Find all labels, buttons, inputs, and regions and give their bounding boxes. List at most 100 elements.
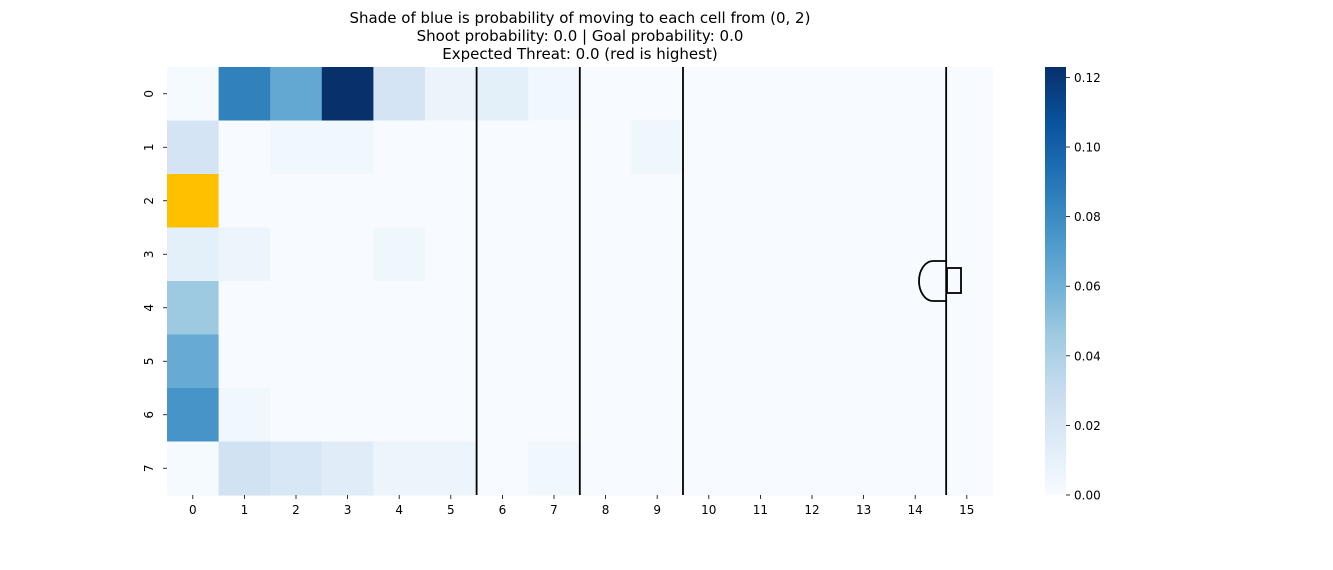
heatmap-cell-5-1 bbox=[218, 334, 271, 389]
heatmap-cell-5-6 bbox=[476, 334, 529, 389]
heatmap-cell-3-10 bbox=[683, 227, 736, 282]
x-tick-label-1: 1 bbox=[241, 503, 249, 517]
x-tick-label-11: 11 bbox=[753, 503, 768, 517]
heatmap-cell-6-11 bbox=[734, 388, 787, 443]
x-tick-label-3: 3 bbox=[344, 503, 352, 517]
heatmap-cell-2-4 bbox=[373, 174, 426, 229]
heatmap-cell-3-13 bbox=[837, 227, 890, 282]
heatmap-cell-1-0 bbox=[167, 120, 220, 175]
heatmap-cell-2-9 bbox=[631, 174, 684, 229]
colorbar-ticks: 0.00 0.02 0.04 0.06 0.08 0.10 0.12 bbox=[1066, 71, 1101, 503]
heatmap-cell-5-0 bbox=[167, 334, 220, 389]
heatmap-cell-2-5 bbox=[425, 174, 478, 229]
heatmap-cell-7-13 bbox=[837, 441, 890, 496]
heatmap-cell-6-9 bbox=[631, 388, 684, 443]
heatmap-cell-5-13 bbox=[837, 334, 890, 389]
heatmap-cell-7-1 bbox=[218, 441, 271, 496]
heatmap-cell-5-15 bbox=[941, 334, 994, 389]
x-tick-label-0: 0 bbox=[189, 503, 197, 517]
heatmap-cell-3-8 bbox=[579, 227, 632, 282]
heatmap-cell-3-1 bbox=[218, 227, 271, 282]
heatmap-cell-0-5 bbox=[425, 67, 478, 122]
x-tick-label-5: 5 bbox=[447, 503, 455, 517]
heatmap-cell-3-9 bbox=[631, 227, 684, 282]
heatmap-cell-1-4 bbox=[373, 120, 426, 175]
heatmap-cell-7-12 bbox=[786, 441, 839, 496]
heatmap-cell-5-14 bbox=[889, 334, 942, 389]
heatmap-cell-4-14 bbox=[889, 281, 942, 336]
heatmap-cell-6-1 bbox=[218, 388, 271, 443]
heatmap-cell-2-11 bbox=[734, 174, 787, 229]
heatmap-cell-3-7 bbox=[528, 227, 581, 282]
y-tick-label-2: 2 bbox=[142, 197, 156, 205]
heatmap-cell-6-3 bbox=[321, 388, 374, 443]
y-axis-ticks: 0 1 2 3 4 5 6 7 bbox=[142, 90, 167, 472]
heatmap-cell-2-6 bbox=[476, 174, 529, 229]
heatmap-cell-4-11 bbox=[734, 281, 787, 336]
colorbar-tick-label-4: 0.08 bbox=[1074, 210, 1101, 224]
heatmap-cell-0-0 bbox=[167, 67, 220, 122]
heatmap-cell-6-4 bbox=[373, 388, 426, 443]
colorbar-tick-label-0: 0.00 bbox=[1074, 489, 1101, 503]
heatmap-cell-1-6 bbox=[476, 120, 529, 175]
heatmap-cell-4-7 bbox=[528, 281, 581, 336]
y-tick-label-7: 7 bbox=[142, 464, 156, 472]
heatmap-cell-6-7 bbox=[528, 388, 581, 443]
heatmap-cell-6-12 bbox=[786, 388, 839, 443]
heatmap-cell-0-9 bbox=[631, 67, 684, 122]
colorbar-tick-label-5: 0.10 bbox=[1074, 141, 1101, 155]
x-tick-label-7: 7 bbox=[550, 503, 558, 517]
heatmap-cell-5-8 bbox=[579, 334, 632, 389]
heatmap-cell-1-7 bbox=[528, 120, 581, 175]
heatmap-cell-1-11 bbox=[734, 120, 787, 175]
heatmap-cell-7-7 bbox=[528, 441, 581, 496]
heatmap-cell-7-10 bbox=[683, 441, 736, 496]
heatmap-cell-5-3 bbox=[321, 334, 374, 389]
heatmap-cell-3-4 bbox=[373, 227, 426, 282]
heatmap-cell-0-2 bbox=[270, 67, 323, 122]
x-tick-label-8: 8 bbox=[602, 503, 610, 517]
y-tick-label-1: 1 bbox=[142, 143, 156, 151]
heatmap-cell-1-9 bbox=[631, 120, 684, 175]
heatmap-cell-4-1 bbox=[218, 281, 271, 336]
x-tick-label-12: 12 bbox=[804, 503, 819, 517]
heatmap-cell-7-4 bbox=[373, 441, 426, 496]
x-tick-label-15: 15 bbox=[959, 503, 974, 517]
heatmap-cell-6-15 bbox=[941, 388, 994, 443]
heatmap-cell-7-6 bbox=[476, 441, 529, 496]
heatmap-cell-0-1 bbox=[218, 67, 271, 122]
heatmap-cell-6-0 bbox=[167, 388, 220, 443]
heatmap-cell-0-4 bbox=[373, 67, 426, 122]
heatmap-cell-0-3 bbox=[321, 67, 374, 122]
heatmap-cell-0-14 bbox=[889, 67, 942, 122]
x-tick-label-2: 2 bbox=[292, 503, 300, 517]
heatmap-cell-1-2 bbox=[270, 120, 323, 175]
x-tick-label-10: 10 bbox=[701, 503, 716, 517]
heatmap-cell-0-11 bbox=[734, 67, 787, 122]
heatmap-cell-4-5 bbox=[425, 281, 478, 336]
heatmap-cell-2-1 bbox=[218, 174, 271, 229]
heatmap-cell-3-12 bbox=[786, 227, 839, 282]
heatmap-cell-4-13 bbox=[837, 281, 890, 336]
y-tick-label-3: 3 bbox=[142, 250, 156, 258]
heatmap-cell-0-8 bbox=[579, 67, 632, 122]
heatmap-cell-1-13 bbox=[837, 120, 890, 175]
heatmap-cell-5-10 bbox=[683, 334, 736, 389]
heatmap-cell-2-12 bbox=[786, 174, 839, 229]
heatmap-cell-5-4 bbox=[373, 334, 426, 389]
colorbar-tick-label-1: 0.02 bbox=[1074, 419, 1101, 433]
heatmap-cell-7-9 bbox=[631, 441, 684, 496]
heatmap-cell-6-14 bbox=[889, 388, 942, 443]
x-tick-label-13: 13 bbox=[856, 503, 871, 517]
heatmap-cell-0-15 bbox=[941, 67, 994, 122]
heatmap-cell-7-14 bbox=[889, 441, 942, 496]
heatmap-cell-0-6 bbox=[476, 67, 529, 122]
x-tick-label-14: 14 bbox=[908, 503, 923, 517]
heatmap-cell-2-14 bbox=[889, 174, 942, 229]
heatmap-cell-6-5 bbox=[425, 388, 478, 443]
colorbar-gradient bbox=[1045, 67, 1066, 495]
heatmap-cell-7-3 bbox=[321, 441, 374, 496]
heatmap-cell-3-11 bbox=[734, 227, 787, 282]
